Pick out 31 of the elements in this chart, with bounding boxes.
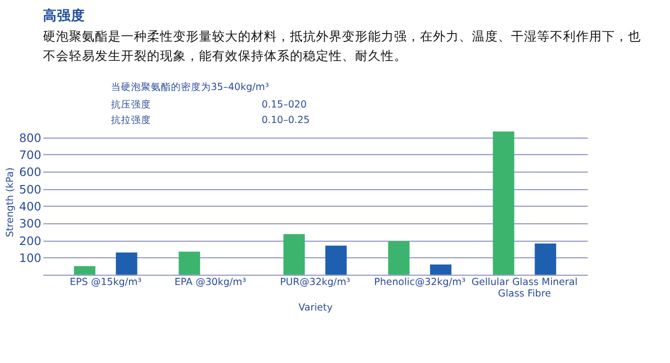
text: 0.15–020 <box>262 100 307 111</box>
text: 当硬泡聚氨酯的密度为35–40kg/m³ <box>110 81 269 93</box>
y-tick-label: 800 <box>19 130 42 145</box>
x-tick-label: Gellular Glass Mineral Glass Fibre <box>471 276 578 300</box>
y-tick-label: 200 <box>19 234 42 248</box>
bar <box>388 241 410 275</box>
text: 抗压强度 <box>110 98 151 111</box>
y-axis-title: Strength (kPa) <box>5 167 16 238</box>
bar <box>534 244 556 275</box>
text: 抗拉强度 <box>110 114 151 126</box>
chart-title: 高强度 <box>42 6 85 24</box>
y-tick-label: 500 <box>19 182 42 196</box>
y-tick-label: 700 <box>19 148 42 162</box>
bar <box>492 131 514 275</box>
chart-subtitle: 硬泡聚氨酯是一种柔性变形量较大的材料，抵抗外界变形能力强，在外力、温度、干湿等不利作用下，也不会轻易发生开裂的现象，能有效保持体系的稳定性、耐久性。 <box>42 28 641 63</box>
bar <box>74 266 96 275</box>
bar <box>283 234 305 275</box>
bar <box>178 252 200 275</box>
bar <box>430 264 452 275</box>
y-tick-label: 300 <box>19 216 42 231</box>
y-tick-label: 100 <box>19 250 42 265</box>
x-tick-label: EPA @30kg/m³ <box>174 276 246 288</box>
bar <box>325 246 347 275</box>
y-tick-label: 600 <box>19 165 42 180</box>
y-tick-label: 400 <box>19 199 42 214</box>
x-tick-label: Phenolic@32kg/m³ <box>374 276 466 288</box>
x-axis-title: Variety <box>298 302 333 314</box>
bar <box>116 252 138 275</box>
text: 0.10–0.25 <box>262 115 310 126</box>
x-tick-label: PUR@32kg/m³ <box>280 276 350 288</box>
x-tick-label: EPS @15kg/m³ <box>70 276 142 288</box>
